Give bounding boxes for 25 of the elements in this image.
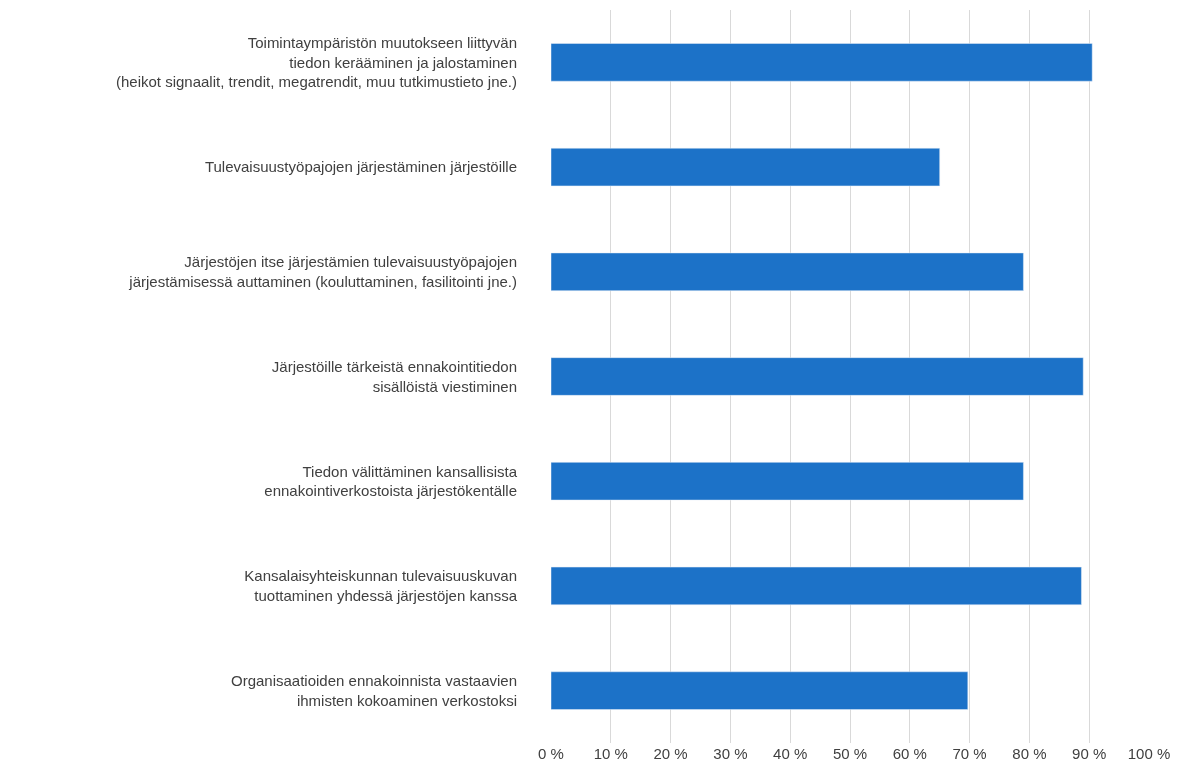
bar [551,357,1084,396]
bar [551,252,1024,291]
x-tick-label: 100 % [1127,745,1171,762]
x-tick-label: 70 % [952,745,987,762]
x-tick-label: 20 % [653,745,688,762]
y-tick-label: Tulevaisuustyöpajojen järjestäminen järjestöille [204,158,517,176]
x-tick-label: 50 % [832,745,868,762]
bar [551,671,969,710]
x-tick-label: 60 % [892,745,927,762]
y-tick-label: Organisaatioiden ennakoinnista vastaavien ihmisten kokoaminen verkostoksi [230,672,517,709]
x-tick-label: 10 % [593,745,628,762]
bar [551,566,1082,606]
x-tick-label: 90 % [1072,745,1107,762]
y-tick-label: Kansalaisyhteiskunnan tulevaisuuskuvan tuottaminen yhdessä järjestöjen kanssa [244,567,518,604]
y-tick-label: Järjestöille tärkeistä ennakointitiedon sisällöistä viestiminen [271,358,517,395]
x-tick-label: 0 % [538,745,564,762]
y-tick-label: Toimintaympäristön muutokseen liittyvän tiedon kerääminen ja jalostaminen (heikot signaalit, trendit, megatrendit, muu tutkimustieto jne.) [115,34,517,91]
y-tick-label: Järjestöjen itse järjestämien tulevaisuustyöpajojen järjestämisessä auttaminen (kouluttaminen, fasilitointi jne.) [128,253,517,290]
bar [551,462,1024,501]
x-tick-label: 30 % [713,745,748,762]
bar [551,43,1093,82]
x-tick-label: 80 % [1012,745,1047,762]
x-tick-label: 40 % [773,745,808,762]
y-tick-label: Tiedon välittäminen kansallisista ennakointiverkostoista järjestökentälle [264,462,518,500]
bar [551,147,940,187]
